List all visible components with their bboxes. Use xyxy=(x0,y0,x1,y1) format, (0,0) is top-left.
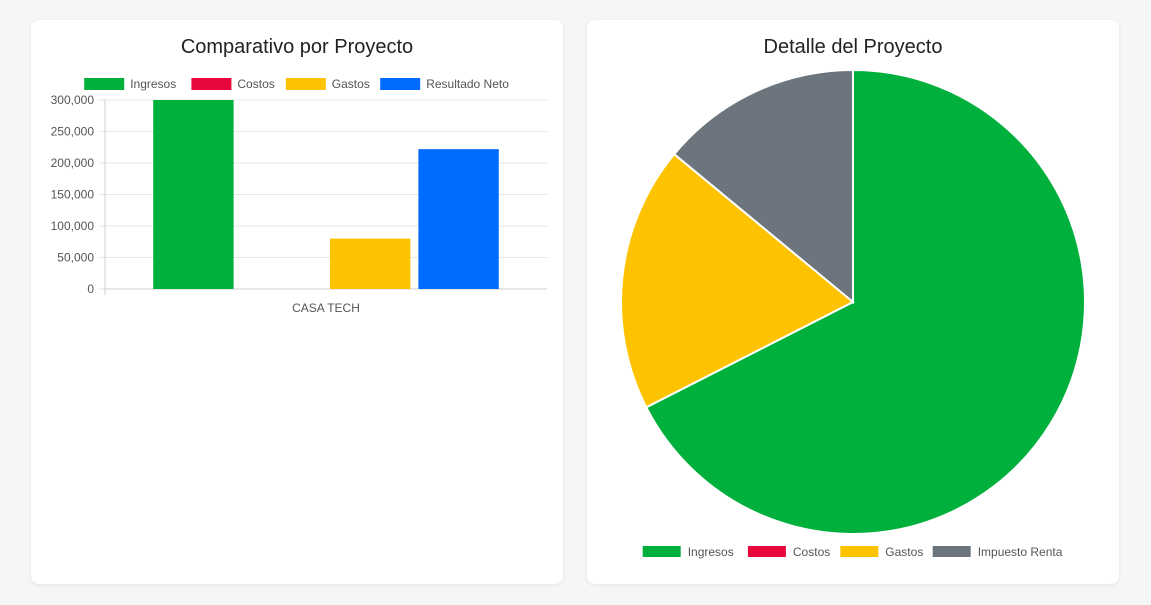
y-tick-label: 0 xyxy=(87,282,94,296)
bar-ingresos[interactable] xyxy=(153,100,234,289)
legend-label: Resultado Neto xyxy=(426,77,509,91)
legend-swatch xyxy=(191,78,232,90)
bar-chart-title: Comparativo por Proyecto xyxy=(180,36,414,58)
bar-resultado-neto[interactable] xyxy=(418,149,499,289)
y-tick-label: 200,000 xyxy=(51,156,95,170)
pie-slice-gastos[interactable] xyxy=(620,152,855,409)
legend-swatch xyxy=(285,78,326,90)
legend-item-impuesto-renta[interactable]: Impuesto Renta xyxy=(932,545,1063,559)
pie-chart-card: Detalle del Proyecto Ingresos Costos Gasto… xyxy=(587,20,1119,584)
legend-item-gastos[interactable]: Gastos xyxy=(285,77,370,91)
legend-label: Costos xyxy=(793,545,830,559)
y-tick-label: 100,000 xyxy=(51,219,95,233)
legend-label: Gastos xyxy=(885,545,923,559)
legend-item-costos[interactable]: Costos xyxy=(747,545,830,559)
bar-chart-card: Comparativo por Proyecto Ingresos Costos G… xyxy=(31,20,563,584)
legend-item-resultado-neto[interactable]: Resultado Neto xyxy=(380,77,509,91)
legend-label: Costos xyxy=(237,77,274,91)
legend-swatch xyxy=(642,546,681,557)
legend-item-ingresos[interactable]: Ingresos xyxy=(84,77,176,91)
legend-item-ingresos[interactable]: Ingresos xyxy=(642,545,734,559)
legend-label: Gastos xyxy=(332,77,370,91)
legend-swatch xyxy=(840,546,879,557)
legend-item-gastos[interactable]: Gastos xyxy=(840,545,923,559)
legend-swatch xyxy=(380,78,421,90)
pie-chart-title: Detalle del Proyecto xyxy=(763,36,943,58)
y-tick-label: 50,000 xyxy=(57,251,94,265)
pie-slice-impuesto-renta[interactable] xyxy=(672,68,854,305)
legend-label: Impuesto Renta xyxy=(978,545,1063,559)
pie-chart: Ingresos Costos Gastos Impuesto Renta xyxy=(620,68,1086,559)
y-tick-label: 300,000 xyxy=(51,93,95,107)
legend-swatch xyxy=(932,546,971,557)
y-tick-label: 250,000 xyxy=(51,125,95,139)
bar-chart: Ingresos Costos Gastos Resultado Neto 0 50,00… xyxy=(51,77,547,315)
legend-swatch xyxy=(84,78,125,90)
legend-swatch xyxy=(747,546,786,557)
legend-item-costos[interactable]: Costos xyxy=(191,77,275,91)
bar-gastos[interactable] xyxy=(330,238,411,289)
x-tick-label: CASA TECH xyxy=(292,301,360,315)
pie-slice-ingresos[interactable] xyxy=(644,68,1086,535)
legend-label: Ingresos xyxy=(688,545,734,559)
legend-label: Ingresos xyxy=(130,77,176,91)
y-tick-label: 150,000 xyxy=(51,188,95,202)
